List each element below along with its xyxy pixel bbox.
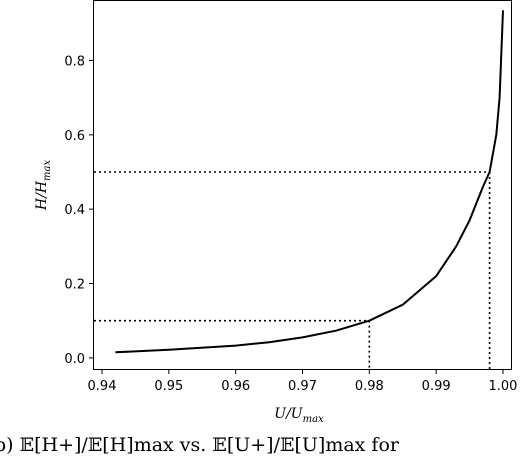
plot-frame [93, 0, 512, 370]
y-tick-label: 0.2 [64, 278, 85, 293]
series-group [115, 10, 504, 354]
x-tick-label: 1.00 [489, 379, 518, 394]
x-axis-ticks: 0.94 0.95 0.96 0.97 0.98 0.99 1.00 [88, 369, 518, 394]
y-tick-label: 0.4 [64, 203, 85, 218]
y-axis-title: H/Hmax [34, 160, 53, 212]
reference-lines [94, 171, 491, 369]
figure-caption: b) 𝔼[H+]/𝔼[H]max vs. 𝔼[U+]/𝔼[U]max for [0, 434, 399, 456]
x-tick-label: 0.95 [154, 379, 183, 394]
x-axis-title: U/Umax [274, 406, 324, 425]
series-line [115, 10, 504, 354]
x-tick-label: 0.96 [221, 379, 250, 394]
y-tick-label: 0.8 [64, 54, 85, 69]
y-tick-label: 0.0 [64, 352, 85, 367]
x-tick-label: 0.94 [88, 379, 117, 394]
y-tick-label: 0.6 [64, 129, 85, 144]
x-tick-label: 0.97 [288, 379, 317, 394]
x-tick-label: 0.99 [422, 379, 451, 394]
x-tick-label: 0.98 [355, 379, 384, 394]
y-axis-ticks: 0.0 0.2 0.4 0.6 0.8 [64, 54, 94, 367]
